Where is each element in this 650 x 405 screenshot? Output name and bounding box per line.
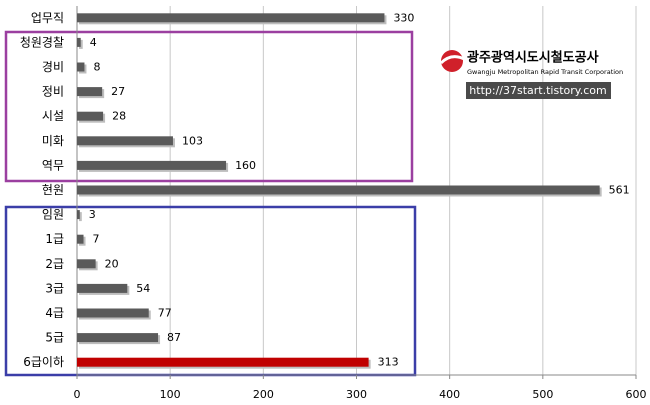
- url: http://37start.tistory.com: [469, 84, 606, 97]
- bar: [77, 283, 128, 293]
- value-label: 28: [112, 110, 126, 123]
- y-tick-label: 3급: [45, 281, 64, 295]
- y-tick-label: 6급이하: [23, 355, 64, 369]
- bar: [77, 136, 173, 146]
- y-tick-label: 정비: [42, 85, 64, 99]
- bar: [77, 333, 159, 343]
- x-tick-label: 300: [346, 388, 367, 401]
- bar: [77, 37, 81, 47]
- bar: [77, 308, 149, 318]
- bar: [77, 357, 369, 367]
- x-tick-label: 200: [253, 388, 274, 401]
- bar: [77, 160, 227, 170]
- value-label: 77: [158, 307, 172, 320]
- logo-icon: [439, 55, 467, 65]
- y-tick-label: 경비: [42, 60, 64, 74]
- y-tick-label: 미화: [42, 134, 64, 148]
- group-box: [4, 30, 414, 183]
- x-tick-label: 0: [74, 388, 81, 401]
- value-label: 313: [378, 356, 399, 369]
- bar: [77, 13, 385, 23]
- bar-shadow: [79, 212, 82, 222]
- value-label: 330: [393, 11, 414, 24]
- y-tick-label: 4급: [45, 306, 64, 320]
- bar: [77, 259, 96, 269]
- bar: [77, 210, 80, 220]
- value-label: 8: [93, 61, 100, 74]
- bar: [77, 185, 600, 195]
- y-tick-label: 임원: [42, 208, 64, 222]
- value-label: 20: [105, 257, 119, 270]
- y-tick-label: 2급: [45, 257, 64, 271]
- y-tick-label: 5급: [45, 331, 64, 345]
- logo: 광주광역시도시철도공사 Gwangju Metropolitan Rapid T…: [439, 50, 623, 99]
- value-label: 160: [235, 159, 256, 172]
- y-tick-label: 1급: [45, 232, 64, 246]
- bar: [77, 87, 103, 97]
- y-tick-label: 시설: [42, 109, 64, 123]
- value-label: 561: [609, 184, 630, 197]
- value-label: 87: [167, 331, 181, 344]
- value-label: 7: [93, 233, 100, 246]
- value-label: 3: [89, 208, 96, 221]
- url-box: [466, 82, 611, 99]
- bar-shadow: [79, 39, 83, 49]
- value-label: 54: [136, 282, 150, 295]
- bar: [77, 111, 104, 121]
- y-tick-label: 업무직: [31, 11, 64, 25]
- logo-title: 광주광역시도시철도공사: [467, 50, 599, 66]
- value-label: 4: [90, 36, 97, 49]
- y-tick-label: 역무: [42, 158, 64, 172]
- logo-subtitle: Gwangju Metropolitan Rapid Transit Corpo…: [467, 68, 623, 76]
- bar: [77, 62, 85, 72]
- x-tick-label: 500: [532, 388, 553, 401]
- x-tick-label: 600: [626, 388, 647, 401]
- bar: [77, 234, 84, 244]
- x-tick-label: 400: [439, 388, 460, 401]
- x-tick-label: 100: [160, 388, 181, 401]
- value-label: 103: [182, 134, 203, 147]
- value-label: 27: [111, 85, 125, 98]
- y-tick-label: 현원: [42, 183, 64, 197]
- y-tick-label: 청원경찰: [20, 35, 64, 49]
